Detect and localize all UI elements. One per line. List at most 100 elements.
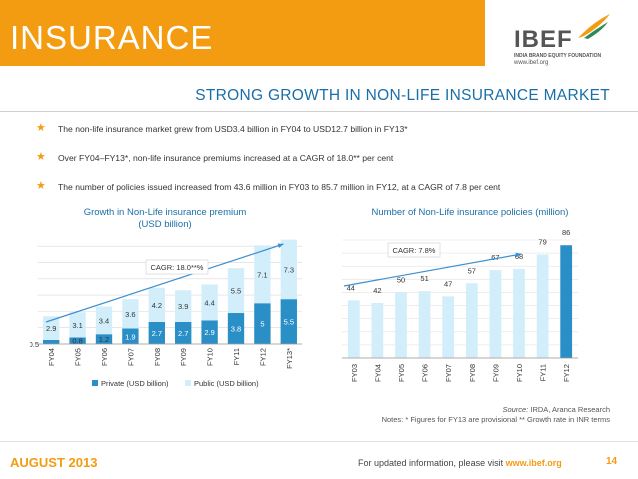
page-title: INSURANCE [10, 19, 214, 56]
public-bar [122, 299, 139, 329]
star-bullet-icon: ★ [36, 122, 46, 134]
source-text: IRDA, Aranca Research [528, 405, 610, 414]
footer-date: AUGUST 2013 [10, 455, 98, 470]
premium-chart-title-line2: (USD billion) [138, 219, 192, 230]
public-bar [69, 312, 86, 338]
bullet-text: The non-life insurance market grew from … [58, 124, 408, 134]
cagr-annotation: CAGR: 7.8% [393, 246, 436, 255]
source-label: Source: [502, 405, 529, 414]
private-bar [148, 321, 165, 344]
bullet-list: ★ The non-life insurance market grew fro… [36, 122, 616, 211]
private-bar [122, 328, 139, 344]
private-value-label: 1.2 [99, 335, 109, 344]
x-tick-label: FY08 [153, 348, 162, 366]
policies-value-label: 50 [397, 275, 405, 284]
private-bar [254, 303, 271, 344]
bullet-text: The number of policies issued increased … [58, 182, 501, 192]
public-value-label: 2.9 [46, 324, 56, 333]
policies-bar [513, 268, 525, 358]
public-bar [175, 290, 192, 322]
x-tick-label: FY08 [468, 364, 477, 382]
ibef-logo[interactable]: IBEF INDIA BRAND EQUITY FOUNDATION www.i… [500, 10, 630, 70]
policies-value-label: 86 [562, 228, 570, 237]
x-tick-label: FY07 [126, 348, 135, 366]
policies-value-label: 79 [538, 237, 546, 246]
private-value-label: 2.7 [152, 329, 162, 338]
x-tick-label: FY12 [562, 364, 571, 382]
x-tick-label: FY10 [206, 348, 215, 366]
footer-divider [0, 441, 638, 442]
public-value-label: 4.2 [152, 301, 162, 310]
public-value-label: 7.3 [284, 265, 294, 274]
star-bullet-icon: ★ [36, 180, 46, 192]
x-tick-label: FY04 [373, 364, 382, 382]
x-tick-label: FY05 [74, 348, 83, 366]
private-bar [95, 334, 113, 344]
trend-arrow-head [515, 252, 522, 258]
public-bar [201, 284, 218, 321]
private-bar [201, 320, 218, 344]
public-bar [280, 239, 297, 300]
policies-value-label: 42 [373, 286, 381, 295]
bullet-item: ★ The number of policies issued increase… [36, 180, 616, 211]
private-value-label: 5 [260, 320, 264, 329]
policies-bar [442, 296, 455, 358]
section-subtitle: STRONG GROWTH IN NON-LIFE INSURANCE MARK… [195, 87, 610, 104]
policies-chart: 44 FY03 42 FY04 50 FY05 51 FY06 47 FY07 57 FY08 67 FY… [342, 228, 578, 382]
x-tick-label: FY03 [350, 364, 359, 382]
private-bar [43, 339, 60, 344]
source-note: Source: IRDA, Aranca Research Notes: * F… [382, 405, 610, 425]
cagr-annotation-box [145, 259, 209, 275]
bullet-item: ★ Over FY04–FY13*, non-life insurance pr… [36, 151, 616, 182]
policies-bar [395, 292, 407, 358]
cagr-annotation: CAGR: 18.0**% [151, 263, 204, 272]
x-tick-label: FY11 [539, 364, 548, 381]
title-banner: INSURANCE [0, 0, 485, 66]
x-tick-label: FY07 [444, 364, 453, 382]
cagr-annotation-box [387, 242, 441, 258]
private-bar [175, 321, 192, 344]
trend-arrow-head [277, 243, 284, 248]
private-bar [69, 337, 86, 344]
footer-link[interactable]: www.ibef.org [505, 458, 562, 468]
private-value-label: 2.9 [204, 328, 214, 337]
private-value-label: 1.9 [125, 332, 135, 341]
star-bullet-icon: ★ [36, 151, 46, 163]
public-value-label: 3.1 [72, 321, 82, 330]
logo-url: www.ibef.org [514, 60, 549, 66]
private-value-label: 5.5 [284, 318, 294, 327]
x-tick-label: FY11 [232, 348, 241, 365]
x-tick-label: FY04 [47, 348, 56, 366]
bullet-text: Over FY04–FY13*, non-life insurance prem… [58, 153, 394, 163]
private-bar [227, 313, 245, 344]
public-value-label: 4.4 [204, 298, 214, 307]
policies-value-label: 44 [347, 283, 355, 292]
public-value-label: 5.5 [231, 287, 241, 296]
policies-chart-title: Number of Non-Life insurance policies (m… [371, 207, 569, 218]
private-bar [280, 299, 297, 344]
legend-public-label: Public (USD billion) [194, 379, 259, 388]
x-tick-label: FY12 [258, 348, 267, 366]
public-value-label: 7.1 [257, 270, 267, 279]
divider [0, 111, 638, 112]
legend-public-swatch [185, 380, 191, 386]
footer-text: For updated information, please visit ww… [358, 458, 562, 468]
policies-bar [418, 291, 431, 358]
public-value-label: 3.9 [178, 302, 188, 311]
trend-arrow [343, 253, 522, 287]
legend-private-label: Private (USD billion) [101, 379, 169, 388]
private-value-label: 0.5 [30, 340, 39, 349]
premium-chart-title-line1: Growth in Non-Life insurance premium [83, 207, 247, 218]
page-number: 14 [606, 456, 618, 467]
public-bar [148, 287, 165, 322]
x-tick-label: FY09 [179, 348, 188, 366]
bird-logo-icon [578, 14, 610, 39]
x-tick-label: FY06 [421, 364, 430, 382]
private-value-label: 2.7 [178, 329, 188, 338]
policies-value-label: 57 [468, 266, 476, 275]
policies-value-label: 51 [420, 274, 428, 283]
public-bar [254, 245, 271, 304]
policies-bar [560, 245, 573, 358]
public-value-label: 3.4 [99, 316, 109, 325]
private-value-label: 0.8 [72, 337, 82, 346]
